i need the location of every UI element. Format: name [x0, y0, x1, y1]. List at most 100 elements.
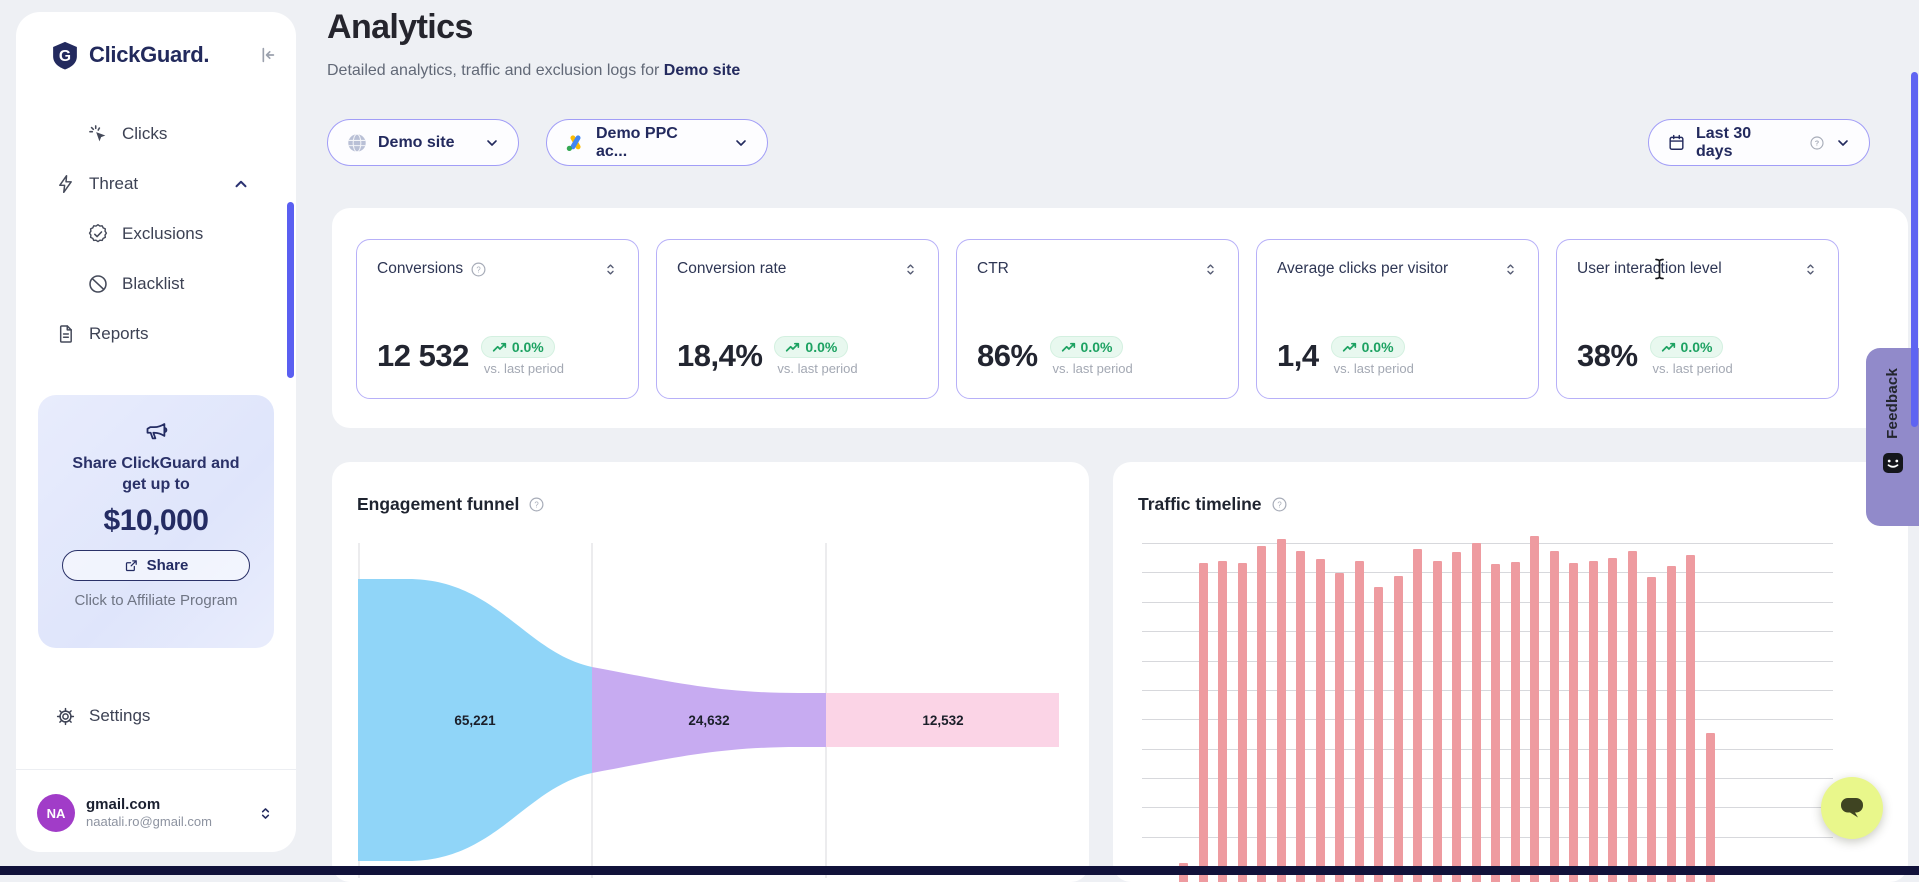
- account-switcher[interactable]: NA gmail.com naatali.ro@gmail.com: [16, 782, 296, 844]
- sidebar: G ClickGuard. Clicks Threat Exclusions Blac…: [16, 12, 296, 852]
- feedback-tab-label: Feedback: [1884, 368, 1901, 439]
- traffic-bar: [1237, 562, 1247, 882]
- kpi-value: 12 532: [377, 338, 469, 373]
- kpi-card-ctr: CTR 86% 0.0% vs. last period: [956, 239, 1239, 399]
- traffic-bar: [1335, 572, 1344, 882]
- kpi-delta-badge: 0.0%: [1330, 336, 1405, 358]
- help-icon[interactable]: ?: [470, 261, 487, 278]
- gridline: [1142, 719, 1833, 721]
- chevron-up-icon[interactable]: [232, 175, 250, 193]
- kpi-delta-badge: 0.0%: [480, 336, 555, 358]
- kpi-card-conversions: Conversions? 12 532 0.0% vs. last period: [356, 239, 639, 399]
- sidebar-item-settings[interactable]: Settings: [55, 700, 150, 732]
- trend-up-icon: [492, 341, 507, 353]
- date-range-label: Last 30 days: [1696, 124, 1752, 160]
- traffic-bar: [1588, 560, 1598, 882]
- kpi-label: Average clicks per visitor: [1277, 260, 1449, 277]
- sidebar-item-clicks[interactable]: Clicks: [16, 109, 296, 159]
- traffic-bar: [1296, 550, 1305, 882]
- sidebar-item-threat[interactable]: Threat: [16, 159, 296, 209]
- trend-up-icon: [785, 341, 800, 353]
- feedback-tab[interactable]: Feedback: [1866, 348, 1919, 526]
- kpi-delta-badge: 0.0%: [1049, 336, 1124, 358]
- traffic-bar: [1315, 559, 1325, 882]
- date-range-selector[interactable]: Last 30 days ?: [1648, 119, 1870, 166]
- affiliate-promo-card: Share ClickGuard and get up to $10,000 S…: [38, 395, 274, 648]
- kpi-sort-icon[interactable]: [903, 262, 918, 277]
- traffic-chart-title: Traffic timeline: [1138, 494, 1262, 514]
- kpi-delta-value: 0.0%: [1680, 339, 1713, 355]
- page-title: Analytics: [327, 8, 473, 46]
- gridline: [1142, 601, 1833, 603]
- funnel-stage-3: [826, 693, 1059, 747]
- svg-text:?: ?: [535, 500, 540, 509]
- traffic-bar: [1510, 562, 1520, 882]
- sidebar-item-blacklist[interactable]: Blacklist: [16, 259, 296, 309]
- traffic-bar: [1257, 546, 1266, 882]
- kpi-sort-icon[interactable]: [1503, 262, 1518, 277]
- sidebar-item-label: Threat: [89, 174, 139, 193]
- gridline: [1142, 660, 1833, 662]
- traffic-bar: [1276, 539, 1286, 882]
- kpi-sort-icon[interactable]: [1803, 262, 1818, 277]
- main-scrollbar[interactable]: [1911, 72, 1918, 427]
- badge-check-icon: [87, 223, 109, 245]
- traffic-bar: [1432, 560, 1442, 882]
- subtitle-text: Detailed analytics, traffic and exclusio…: [327, 62, 664, 79]
- kpi-card-user-interaction-level: User interaction level 38% 0.0% vs. last pe…: [1556, 239, 1839, 399]
- sidebar-item-exclusions[interactable]: Exclusions: [16, 209, 296, 259]
- help-icon[interactable]: ?: [1809, 135, 1825, 151]
- megaphone-icon: [143, 417, 170, 444]
- kpi-value: 1,4: [1277, 338, 1319, 373]
- lightning-icon: [55, 173, 76, 195]
- sidebar-item-label: Reports: [89, 324, 149, 343]
- trend-up-icon: [1661, 341, 1676, 353]
- kpi-caption: vs. last period: [1652, 361, 1733, 376]
- svg-text:?: ?: [1277, 500, 1282, 509]
- gridline: [1142, 836, 1833, 838]
- share-button-label: Share: [146, 557, 189, 575]
- kpi-caption: vs. last period: [777, 361, 858, 376]
- chevron-down-icon: [733, 135, 749, 151]
- traffic-bar: [1198, 562, 1208, 882]
- promo-caption[interactable]: Click to Affiliate Program: [74, 592, 238, 610]
- page-subtitle: Detailed analytics, traffic and exclusio…: [327, 62, 740, 80]
- ppc-account-selector[interactable]: Demo PPC ac...: [546, 119, 768, 166]
- traffic-bar: [1374, 587, 1383, 882]
- gridline: [1142, 778, 1833, 779]
- kpi-delta-badge: 0.0%: [1649, 336, 1724, 358]
- help-icon[interactable]: ?: [528, 496, 545, 513]
- funnel-chart: 65,221 24,632 12,532: [358, 543, 1059, 878]
- gridline: [1142, 631, 1833, 633]
- traffic-bar: [1471, 543, 1481, 882]
- account-name: gmail.com: [86, 795, 161, 813]
- sidebar-collapse-icon[interactable]: [256, 44, 278, 66]
- chat-launcher-button[interactable]: [1821, 777, 1883, 839]
- site-selector-label: Demo site: [378, 133, 455, 151]
- kpi-value: 86%: [977, 338, 1038, 373]
- kpi-sort-icon[interactable]: [603, 262, 618, 277]
- svg-text:?: ?: [476, 265, 481, 274]
- logo-row: G ClickGuard.: [50, 38, 278, 72]
- kpi-sort-icon[interactable]: [1203, 262, 1218, 277]
- traffic-bar: [1686, 555, 1695, 882]
- sidebar-item-label: Exclusions: [122, 224, 204, 243]
- subtitle-site-name: Demo site: [663, 62, 741, 79]
- traffic-bar: [1705, 733, 1715, 882]
- kpi-panel: Conversions? 12 532 0.0% vs. last period Con…: [332, 208, 1908, 428]
- help-icon[interactable]: ?: [1271, 496, 1288, 513]
- funnel-stage-2: [592, 667, 826, 773]
- site-selector[interactable]: Demo site: [327, 119, 519, 166]
- share-button[interactable]: Share: [62, 550, 250, 582]
- sidebar-item-reports[interactable]: Reports: [16, 309, 296, 359]
- svg-text:?: ?: [1815, 138, 1820, 147]
- sidebar-item-label: Clicks: [122, 124, 168, 143]
- traffic-bar: [1666, 565, 1676, 882]
- trend-up-icon: [1061, 341, 1076, 353]
- svg-text:G: G: [59, 48, 71, 65]
- sidebar-scrollbar[interactable]: [287, 202, 294, 378]
- traffic-bar: [1413, 549, 1422, 882]
- kpi-delta-value: 0.0%: [1361, 339, 1394, 355]
- traffic-bar: [1354, 560, 1364, 882]
- trend-up-icon: [1342, 341, 1357, 353]
